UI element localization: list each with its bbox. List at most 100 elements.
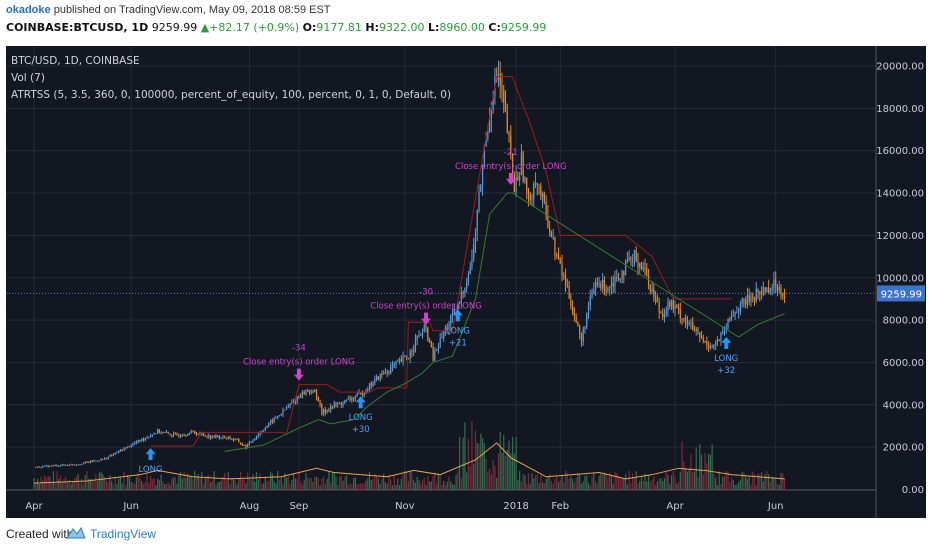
volume-bar (347, 485, 349, 490)
volume-bar (481, 437, 484, 490)
candle-body (35, 466, 37, 468)
candle-body (656, 299, 659, 303)
candle-body (167, 432, 169, 434)
candle-body (667, 302, 669, 311)
volume-bar (335, 476, 337, 490)
volume-bar (511, 436, 514, 490)
volume-bar (331, 472, 334, 490)
candle-body (660, 311, 662, 314)
volume-bar (314, 476, 316, 490)
candle-body (677, 307, 680, 310)
volume-bar (398, 485, 401, 490)
volume-bar (411, 472, 413, 490)
candle-body (783, 296, 786, 298)
volume-bar (125, 484, 127, 490)
candle-body (464, 287, 466, 293)
volume-bar (102, 474, 104, 490)
candle-body (126, 446, 129, 448)
volume-bar (437, 474, 440, 490)
candle-series (35, 60, 786, 469)
candle-body (273, 417, 275, 423)
author-link[interactable]: okadoke (6, 4, 51, 16)
y-tick-label: 4000.00 (883, 400, 924, 411)
low-label: L: (427, 21, 440, 34)
candle-body (335, 403, 337, 406)
x-tick-label: Aug (240, 501, 260, 512)
volume-bar (697, 476, 699, 490)
candle-body (577, 322, 579, 327)
volume-bar (702, 474, 704, 490)
candle-body (388, 371, 390, 374)
candle-body (284, 409, 286, 411)
candle-body (194, 431, 196, 434)
candle-body (529, 195, 531, 200)
candle-body (174, 433, 176, 435)
open-label: O: (302, 21, 317, 34)
candle-body (672, 300, 674, 310)
price-chart[interactable]: 0.00 2000.00 4000.00 6000.00 8000.00 10000.00… (6, 46, 926, 518)
volume-bar (559, 479, 561, 490)
candle-body (748, 295, 750, 302)
long-signal-label: LONG (714, 354, 738, 364)
volume-bar (436, 483, 438, 490)
volume-bar (393, 474, 395, 490)
candle-body (704, 340, 706, 343)
volume-bar (153, 478, 155, 490)
long-profit-label: +32 (717, 366, 735, 376)
volume-bar (541, 482, 544, 490)
candle-body (467, 273, 470, 284)
candle-body (330, 406, 332, 411)
candle-body (199, 432, 201, 434)
candle-body (418, 334, 420, 336)
candle-body (146, 437, 148, 439)
candle-body (411, 351, 413, 353)
candle-body (405, 356, 408, 359)
candle-body (776, 285, 779, 291)
volume-bar (183, 472, 185, 490)
volume-bar (282, 483, 284, 490)
candle-body (250, 441, 252, 443)
candle-body (432, 347, 434, 361)
x-tick-label: 2018 (503, 501, 528, 512)
candle-body (699, 332, 701, 337)
volume-bar (128, 475, 130, 490)
candle-body (252, 440, 254, 442)
candle-body (626, 260, 628, 262)
volume-bar (729, 481, 731, 490)
volume-bar (176, 483, 178, 490)
candle-body (236, 439, 238, 441)
symbol-info: COINBASE:BTCUSD, 1D 9259.99 ▲+82.17 (+0.… (6, 21, 546, 34)
volume-bar (621, 478, 623, 490)
candle-body (637, 261, 639, 268)
x-tick-label: Jun (767, 501, 784, 512)
candle-body (587, 305, 590, 314)
volume-bar (453, 484, 455, 490)
candle-body (259, 432, 261, 435)
candle-body (519, 174, 521, 180)
candle-body (559, 259, 561, 264)
candle-body (383, 372, 385, 375)
volume-bar (727, 471, 729, 490)
candle-body (471, 258, 473, 268)
candle-body (121, 450, 123, 452)
candle-body (481, 167, 484, 186)
candle-body (736, 312, 738, 314)
candle-body (739, 304, 742, 312)
volume-bar (755, 485, 757, 490)
close-signal-label: Close entry(s) order LONG (243, 358, 355, 368)
candle-body (436, 350, 438, 352)
candle-body (59, 465, 62, 467)
volume-bar (247, 472, 249, 490)
candle-body (135, 442, 138, 444)
legend-series: BTC/USD, 1D, COINBASE (11, 55, 140, 67)
volume-bar (656, 481, 659, 490)
close-profit-label: -34 (292, 344, 306, 354)
chart-area[interactable]: 0.00 2000.00 4000.00 6000.00 8000.00 10000.00… (6, 46, 926, 518)
candle-body (526, 177, 528, 192)
y-tick-label: 0.00 (902, 485, 924, 496)
candle-body (573, 313, 576, 317)
tradingview-logo-icon (66, 526, 86, 539)
tradingview-brand[interactable]: TradingView (90, 527, 157, 541)
long-arrow-icon (721, 336, 732, 349)
volume-bar (743, 472, 745, 490)
